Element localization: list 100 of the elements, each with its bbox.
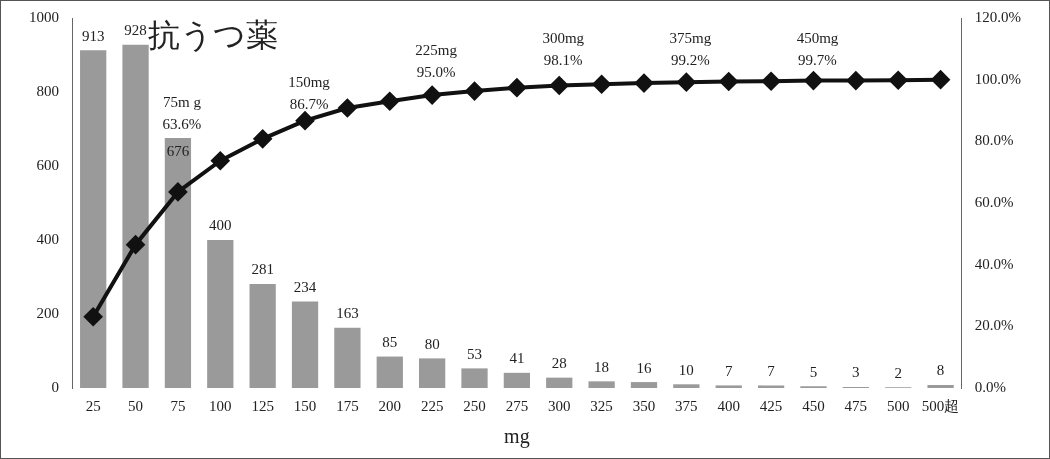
point <box>423 86 442 105</box>
data-label: 3 <box>852 364 860 381</box>
point <box>592 75 611 94</box>
data-label: 676 <box>166 143 190 160</box>
x-tick-label: 200 <box>378 397 402 414</box>
x-tick-label: 25 <box>85 397 101 414</box>
point <box>634 74 653 93</box>
x-axis-title: mg <box>504 425 530 449</box>
point <box>804 71 823 90</box>
data-label: 5 <box>809 363 818 380</box>
x-tick-label: 150 <box>293 397 317 414</box>
x-tick-label: 500 <box>886 397 910 414</box>
bar <box>334 327 361 388</box>
bar <box>546 377 573 388</box>
point <box>931 70 950 89</box>
point <box>889 71 908 90</box>
x-tick-label: 500超 <box>921 397 960 414</box>
point <box>550 76 569 95</box>
data-label: 18 <box>594 358 610 375</box>
x-tick-label: 325 <box>590 397 613 414</box>
x-tick-label: 450 <box>802 397 825 414</box>
y2-tick-label: 60.0% <box>974 193 1014 210</box>
bar <box>122 44 149 388</box>
point <box>380 92 399 111</box>
x-tick-label: 125 <box>251 397 274 414</box>
bar <box>715 385 742 388</box>
point <box>719 72 738 91</box>
annotation: 225mg 95.0% <box>415 42 458 81</box>
data-label: 80 <box>424 335 440 352</box>
annotation: 375mg 99.2% <box>669 30 712 69</box>
x-tick-label: 400 <box>717 397 740 414</box>
data-label: 7 <box>767 362 776 379</box>
bar <box>376 356 403 388</box>
x-tick-label: 100 <box>209 397 232 414</box>
x-tick-label: 275 <box>505 397 529 414</box>
point <box>338 99 357 118</box>
data-label: 163 <box>336 305 359 322</box>
point <box>846 71 865 90</box>
point <box>211 151 230 170</box>
bar <box>461 368 488 388</box>
bar <box>291 301 319 388</box>
bar <box>249 284 276 388</box>
annotation: 300mg 98.1% <box>542 30 585 69</box>
x-tick-label: 300 <box>548 397 571 414</box>
data-label: 28 <box>551 355 567 372</box>
bar <box>419 358 446 388</box>
bar <box>80 50 107 388</box>
data-label: 400 <box>209 217 232 234</box>
point <box>762 72 781 91</box>
point <box>168 182 187 201</box>
data-label: 10 <box>678 361 694 378</box>
annotation: 150mg 86.7% <box>288 74 331 113</box>
y2-tick-label: 0.0% <box>974 378 1006 395</box>
y2-tick-label: 120.0% <box>974 8 1021 25</box>
x-tick-label: 375 <box>675 397 698 414</box>
y-tick-label: 600 <box>36 156 59 173</box>
x-tick-label: 50 <box>128 397 144 414</box>
data-label: 281 <box>251 261 274 278</box>
y2-tick-label: 20.0% <box>974 317 1014 334</box>
data-label: 8 <box>936 362 945 379</box>
data-label: 16 <box>636 359 652 376</box>
x-tick-label: 425 <box>759 397 783 414</box>
bar <box>757 385 785 388</box>
point <box>84 307 103 326</box>
data-label: 7 <box>724 362 733 379</box>
y2-tick-label: 80.0% <box>974 132 1014 149</box>
bar <box>927 385 954 388</box>
point <box>677 73 696 92</box>
bar <box>503 372 531 388</box>
x-tick-label: 250 <box>463 397 486 414</box>
annotation: 75m g 63.6% <box>162 94 202 133</box>
bar <box>630 382 658 388</box>
y-tick-label: 400 <box>36 230 59 247</box>
bar <box>207 240 234 388</box>
x-tick-label: 75 <box>170 397 186 414</box>
point <box>507 78 526 97</box>
annotation: 450mg 99.7% <box>796 30 839 69</box>
point <box>465 82 484 101</box>
point <box>253 129 272 148</box>
point <box>126 235 145 254</box>
bar <box>588 381 615 388</box>
data-label: 2 <box>894 364 902 381</box>
data-label: 928 <box>124 22 147 39</box>
x-tick-label: 225 <box>420 397 444 414</box>
data-label: 85 <box>382 333 398 350</box>
chart-title: 抗うつ薬 <box>147 17 278 54</box>
data-label: 234 <box>293 278 317 295</box>
x-tick-label: 175 <box>336 397 359 414</box>
bar <box>164 137 192 388</box>
y2-tick-label: 40.0% <box>974 255 1014 272</box>
x-tick-label: 350 <box>632 397 656 414</box>
point <box>296 111 315 130</box>
data-label: 41 <box>509 350 525 367</box>
y-tick-label: 1000 <box>29 8 59 25</box>
y-tick-label: 200 <box>36 304 59 321</box>
bar <box>673 384 700 388</box>
x-tick-label: 475 <box>844 397 868 414</box>
y2-tick-label: 100.0% <box>974 70 1021 87</box>
y-tick-label: 800 <box>36 82 59 99</box>
y-tick-label: 0 <box>51 378 59 395</box>
